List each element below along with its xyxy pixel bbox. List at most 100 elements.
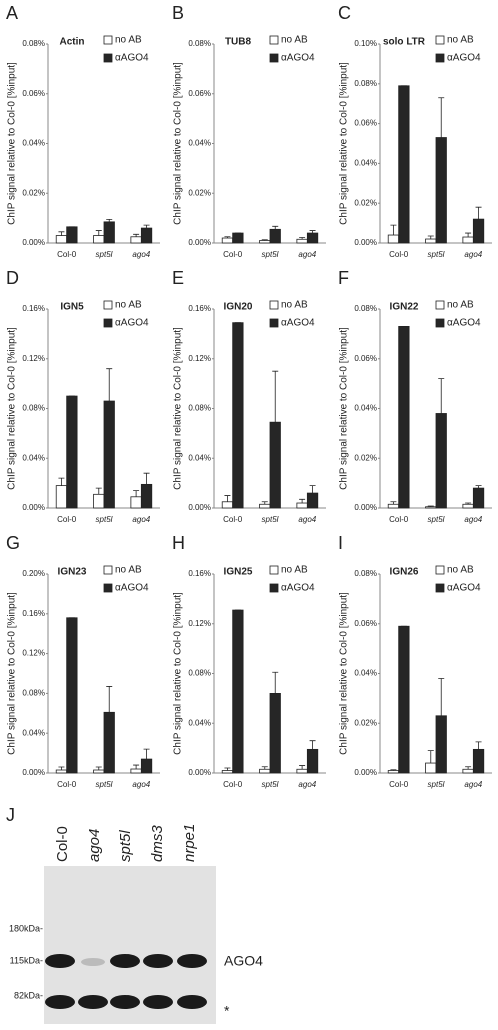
bands (45, 954, 207, 1009)
legend-swatch (269, 300, 279, 310)
legend-label: no AB (281, 35, 308, 46)
error-bar (309, 230, 316, 234)
x-tick-label: Col-0 (57, 780, 77, 789)
y-axis-label: ChIP signal relative to Col-0 [%input] (339, 62, 350, 225)
legend-label: no AB (447, 35, 474, 46)
bar (55, 485, 68, 509)
y-tick-label: 0.12% (22, 649, 45, 658)
x-tick-label: spt5l (262, 515, 279, 524)
chart-title: IGN25 (224, 567, 253, 578)
bar (306, 232, 319, 244)
bar (462, 236, 474, 244)
panel-letter: G (6, 533, 20, 553)
bar (93, 493, 105, 509)
error-bar (106, 368, 113, 402)
legend-label: αAGO4 (281, 318, 315, 329)
band (45, 954, 75, 968)
x-tick-label: spt5l (428, 250, 445, 259)
error-bar (309, 485, 316, 494)
x-tick-label: Col-0 (223, 780, 243, 789)
bar (462, 768, 474, 774)
legend-swatch (103, 300, 113, 310)
y-tick-label: 0.04% (22, 728, 45, 737)
error-bar (106, 686, 113, 713)
x-tick-label: spt5l (428, 515, 445, 524)
x-tick-label: spt5l (96, 515, 113, 524)
x-tick-label: spt5l (96, 780, 113, 789)
bar (259, 768, 271, 774)
error-bar (299, 765, 306, 770)
chart-title: IGN22 (390, 302, 419, 313)
marker-label: 180kDa- (9, 923, 43, 933)
error-bar (272, 671, 279, 694)
error-bar (224, 767, 231, 771)
bar (269, 228, 281, 244)
bar (66, 226, 78, 244)
bar (140, 483, 153, 509)
legend-label: αAGO4 (115, 583, 149, 594)
lane-label: nrpe1 (181, 824, 198, 862)
y-tick-label: 0.04% (188, 139, 211, 148)
x-tick-label: spt5l (262, 250, 279, 259)
legend-label: no AB (281, 300, 308, 311)
bar (140, 758, 153, 774)
y-tick-label: 0.08% (188, 669, 211, 678)
bar (296, 238, 308, 244)
x-tick-label: ago4 (298, 515, 316, 524)
y-tick-label: 0.02% (354, 453, 377, 462)
x-tick-label: spt5l (96, 250, 113, 259)
error-bar (475, 485, 482, 489)
error-bar (143, 472, 150, 485)
y-tick-label: 0.16% (22, 609, 45, 618)
y-tick-label: 0.08% (354, 304, 377, 313)
y-tick-label: 0.08% (188, 39, 211, 48)
legend-swatch (435, 35, 445, 45)
bar (296, 768, 308, 774)
panel-letter: A (6, 3, 18, 23)
legend-label: αAGO4 (115, 53, 149, 64)
y-tick-label: 0.08% (188, 404, 211, 413)
legend-swatch (435, 53, 445, 63)
panel-letter: F (338, 268, 349, 288)
star: * (224, 1003, 230, 1019)
y-tick-label: 0.16% (188, 569, 211, 578)
bar (398, 326, 410, 509)
y-axis-label: ChIP signal relative to Col-0 [%input] (173, 592, 184, 755)
band (45, 995, 75, 1009)
panel-letter: E (172, 268, 184, 288)
bar (221, 237, 234, 244)
lane-label: Col-0 (54, 826, 71, 862)
bar (259, 240, 271, 244)
error-bar (143, 748, 150, 760)
error-bar (390, 224, 397, 236)
error-bar (58, 477, 65, 486)
bar (296, 502, 308, 509)
x-tick-label: ago4 (298, 780, 316, 789)
legend-label: αAGO4 (281, 583, 315, 594)
bar (435, 715, 447, 774)
legend-swatch (103, 35, 113, 45)
y-tick-label: 0.20% (22, 569, 45, 578)
error-bar (224, 236, 231, 239)
legend-label: no AB (115, 300, 142, 311)
x-tick-label: Col-0 (223, 250, 243, 259)
legend-label: αAGO4 (115, 318, 149, 329)
bar (66, 395, 78, 509)
bar (387, 234, 400, 244)
y-tick-label: 0.00% (188, 238, 211, 247)
bar (93, 769, 105, 774)
bar (130, 768, 142, 774)
legend-swatch (435, 318, 445, 328)
band (81, 958, 105, 966)
x-tick-label: ago4 (464, 515, 482, 524)
legend-swatch (103, 318, 113, 328)
bar (435, 137, 447, 244)
x-tick-label: Col-0 (57, 515, 77, 524)
error-bar (299, 498, 306, 504)
error-bar (390, 769, 397, 771)
bar (55, 769, 68, 774)
legend-label: αAGO4 (447, 318, 481, 329)
legend-swatch (103, 583, 113, 593)
x-tick-label: ago4 (132, 515, 150, 524)
